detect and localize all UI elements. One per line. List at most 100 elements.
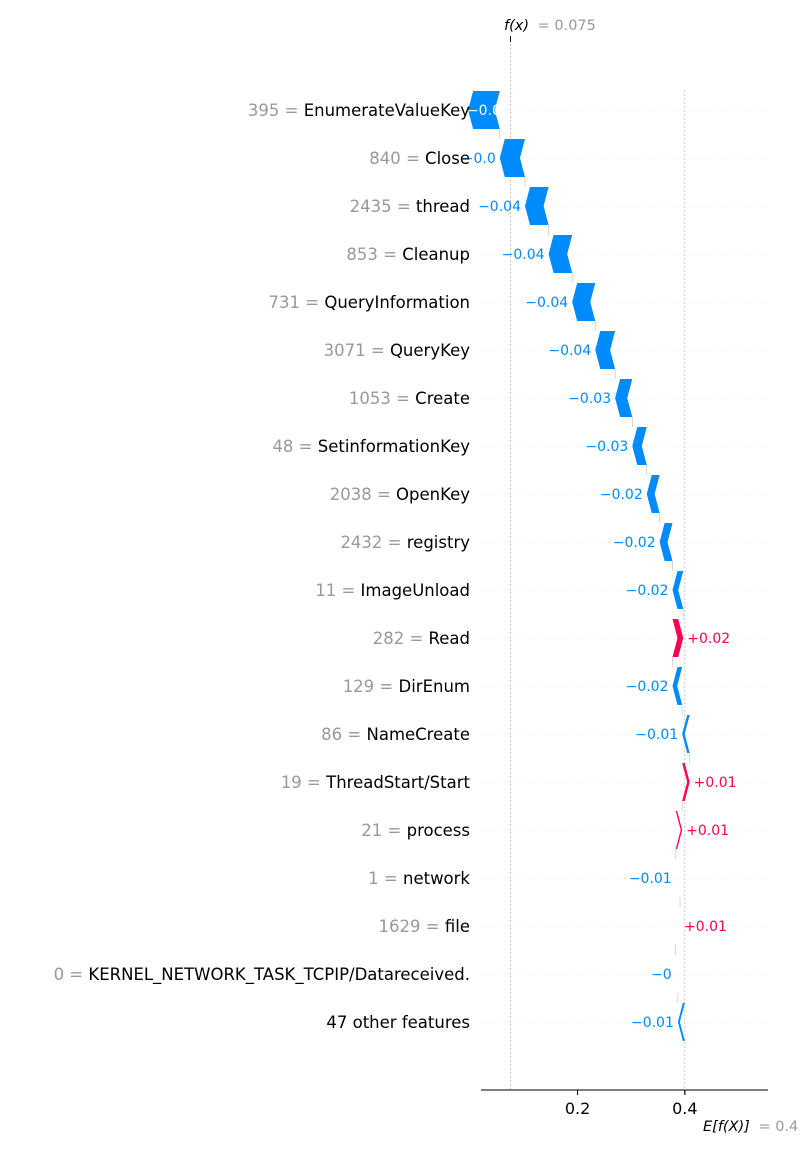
contribution-label: −0.01 [631,1015,674,1031]
negative-bar [682,715,690,753]
positive-bar [672,619,684,657]
ex-annotation: E[f(X)] = 0.4 [703,1119,798,1135]
feature-label: 840 = Close [369,149,470,168]
bars [468,91,690,1041]
contribution-label: −0.01 [629,871,672,887]
feature-value: 1 = [368,869,403,888]
feature-value: 2038 = [330,485,396,504]
feature-label: 395 = EnumerateValueKey [248,101,470,120]
feature-value: 0 = [54,965,89,984]
positive-bar [675,811,683,849]
feature-name: NameCreate [366,725,470,744]
contribution-label: −0.04 [502,247,545,263]
contribution-label: +0.01 [684,919,727,935]
feature-name: thread [416,197,470,216]
feature-label: 853 = Cleanup [346,245,470,264]
feature-name: file [445,917,470,936]
reference-lines [510,36,686,1095]
feature-name: Read [429,629,470,648]
feature-label: 86 = NameCreate [321,725,470,744]
contribution-label: −0.03 [585,439,628,455]
feature-name: ImageUnload [361,581,470,600]
feature-value: 1629 = [379,917,445,936]
feature-label: 1629 = file [379,917,470,936]
feature-name: registry [407,533,470,552]
negative-bar [572,283,596,321]
contribution-label: −0.04 [525,295,568,311]
contribution-label: −0.03 [568,391,611,407]
feature-value: 86 = [321,725,366,744]
feature-name: QueryKey [390,341,470,360]
feature-value: 129 = [343,677,399,696]
negative-bar [595,331,616,369]
contribution-label: −0.02 [626,583,669,599]
row-gridlines [481,109,768,1023]
negative-bar [672,571,684,609]
feature-value: 21 = [361,821,406,840]
contribution-label: +0.02 [687,631,730,647]
feature-label: 3071 = QueryKey [324,341,471,360]
feature-label: 129 = DirEnum [343,677,470,696]
ex-value: = 0.4 [758,1119,798,1135]
feature-label: 19 = ThreadStart/Start [281,773,471,792]
feature-name: KERNEL_NETWORK_TASK_TCPIP/Datareceived. [88,965,470,985]
feature-name: ThreadStart/Start [325,773,470,792]
negative-bar [675,955,678,993]
negative-bar [632,427,647,465]
fx-annotation: f(x) = 0.075 [504,18,596,34]
x-axis: 0.2 0.4 [481,1089,768,1118]
feature-name: process [407,821,470,840]
positive-bar [682,763,690,801]
feature-label: 0 = KERNEL_NETWORK_TASK_TCPIP/Datareceiv… [54,965,470,985]
negative-bar [646,475,660,513]
feature-label: 1 = network [368,869,470,888]
contribution-label: +0.01 [686,823,729,839]
negative-bar [499,139,525,177]
feature-value: 19 = [281,773,326,792]
feature-value: 1053 = [349,389,415,408]
contribution-label: −0.04 [548,343,591,359]
feature-label: 11 = ImageUnload [315,581,470,600]
fx-value: = 0.075 [538,18,596,34]
contribution-label: −0 [651,967,672,983]
contribution-label: −0.0 [462,151,496,167]
negative-bar [672,667,683,705]
x-tick-label: 0.2 [565,1099,590,1118]
feature-name: OpenKey [396,485,470,504]
feature-value: 853 = [346,245,402,264]
fx-label: f(x) [504,18,529,34]
feature-label: 47 other features [326,1013,470,1032]
feature-value: 2432 = [340,533,406,552]
feature-value: 282 = [373,629,429,648]
feature-label: 1053 = Create [349,389,470,408]
negative-bar [615,379,633,417]
contribution-label: −0.04 [478,199,521,215]
feature-value: 731 = [269,293,325,312]
negative-bar [468,91,500,129]
feature-value: 11 = [315,581,360,600]
contribution-label: +0.01 [694,775,737,791]
feature-name: Cleanup [402,245,470,264]
feature-label: 21 = process [361,821,470,840]
feature-label: 731 = QueryInformation [269,293,470,312]
feature-name: Close [425,149,470,168]
contribution-label: −0.0 [467,103,501,119]
feature-label: 2038 = OpenKey [330,485,471,504]
feature-value: 3071 = [324,341,390,360]
negative-bar [677,1003,685,1041]
feature-label: 2432 = registry [340,533,470,552]
x-tick-label: 0.4 [672,1099,697,1118]
feature-value: 840 = [369,149,425,168]
feature-name: QueryInformation [324,293,470,312]
negative-bar [524,187,549,225]
feature-label: 2435 = thread [350,197,470,216]
feature-name: EnumerateValueKey [304,101,471,120]
feature-name: SetinformationKey [318,437,470,456]
feature-value: 395 = [248,101,304,120]
contribution-label: −0.01 [635,727,678,743]
feature-label: 282 = Read [373,629,470,648]
feature-label: 48 = SetinformationKey [272,437,470,456]
feature-value: 48 = [272,437,317,456]
